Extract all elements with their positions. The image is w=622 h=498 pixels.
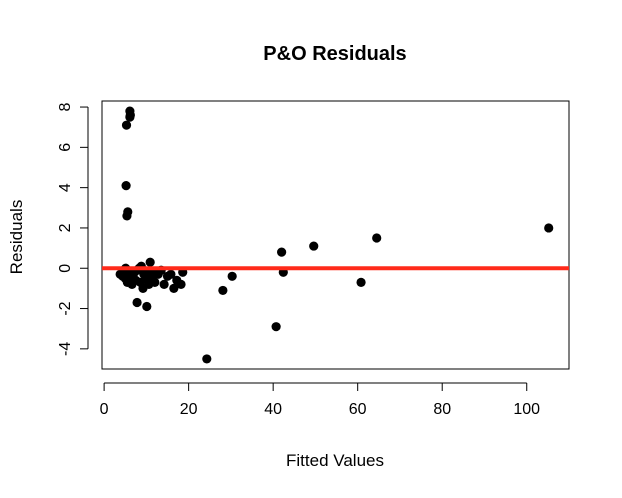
y-tick-label: 2: [57, 223, 74, 232]
plot-area: 0 20 40 60 80 100 -4 -2 0 2 4 6 8: [57, 100, 570, 418]
data-point: [166, 269, 176, 279]
y-tick-label: -2: [57, 301, 74, 315]
data-point: [218, 285, 228, 296]
data-point: [132, 297, 142, 308]
x-tick-label: 60: [349, 401, 367, 418]
chart-title: P&O Residuals: [263, 43, 406, 65]
data-point: [169, 283, 179, 293]
data-point: [544, 223, 554, 233]
x-tick-label: 0: [100, 401, 109, 418]
data-point: [125, 112, 135, 122]
data-point: [135, 277, 146, 287]
data-point: [202, 354, 212, 364]
data-point: [145, 257, 155, 267]
data-point: [150, 277, 160, 287]
data-point: [142, 301, 152, 312]
data-point: [159, 279, 169, 289]
x-axis-label: Fitted Values: [286, 451, 384, 470]
data-point: [356, 277, 366, 287]
x-tick-label: 100: [513, 401, 540, 418]
y-tick-label: -4: [57, 342, 74, 356]
x-tick-label: 40: [264, 401, 282, 418]
data-point: [121, 120, 132, 130]
data-point: [372, 233, 382, 243]
x-tick-label: 80: [433, 401, 451, 418]
y-tick-label: 8: [57, 102, 74, 111]
data-point: [122, 211, 132, 221]
data-point: [309, 241, 319, 251]
data-point: [176, 279, 186, 289]
y-axis-label: Residuals: [7, 200, 26, 275]
data-point: [121, 181, 131, 191]
y-tick-label: 0: [57, 264, 74, 273]
y-tick-label: 6: [57, 143, 74, 152]
plot-frame: [101, 100, 570, 370]
x-tick-label: 20: [180, 401, 198, 418]
data-point: [271, 322, 281, 332]
data-point: [227, 271, 237, 281]
data-point: [277, 247, 287, 257]
y-tick-label: 4: [57, 183, 74, 192]
